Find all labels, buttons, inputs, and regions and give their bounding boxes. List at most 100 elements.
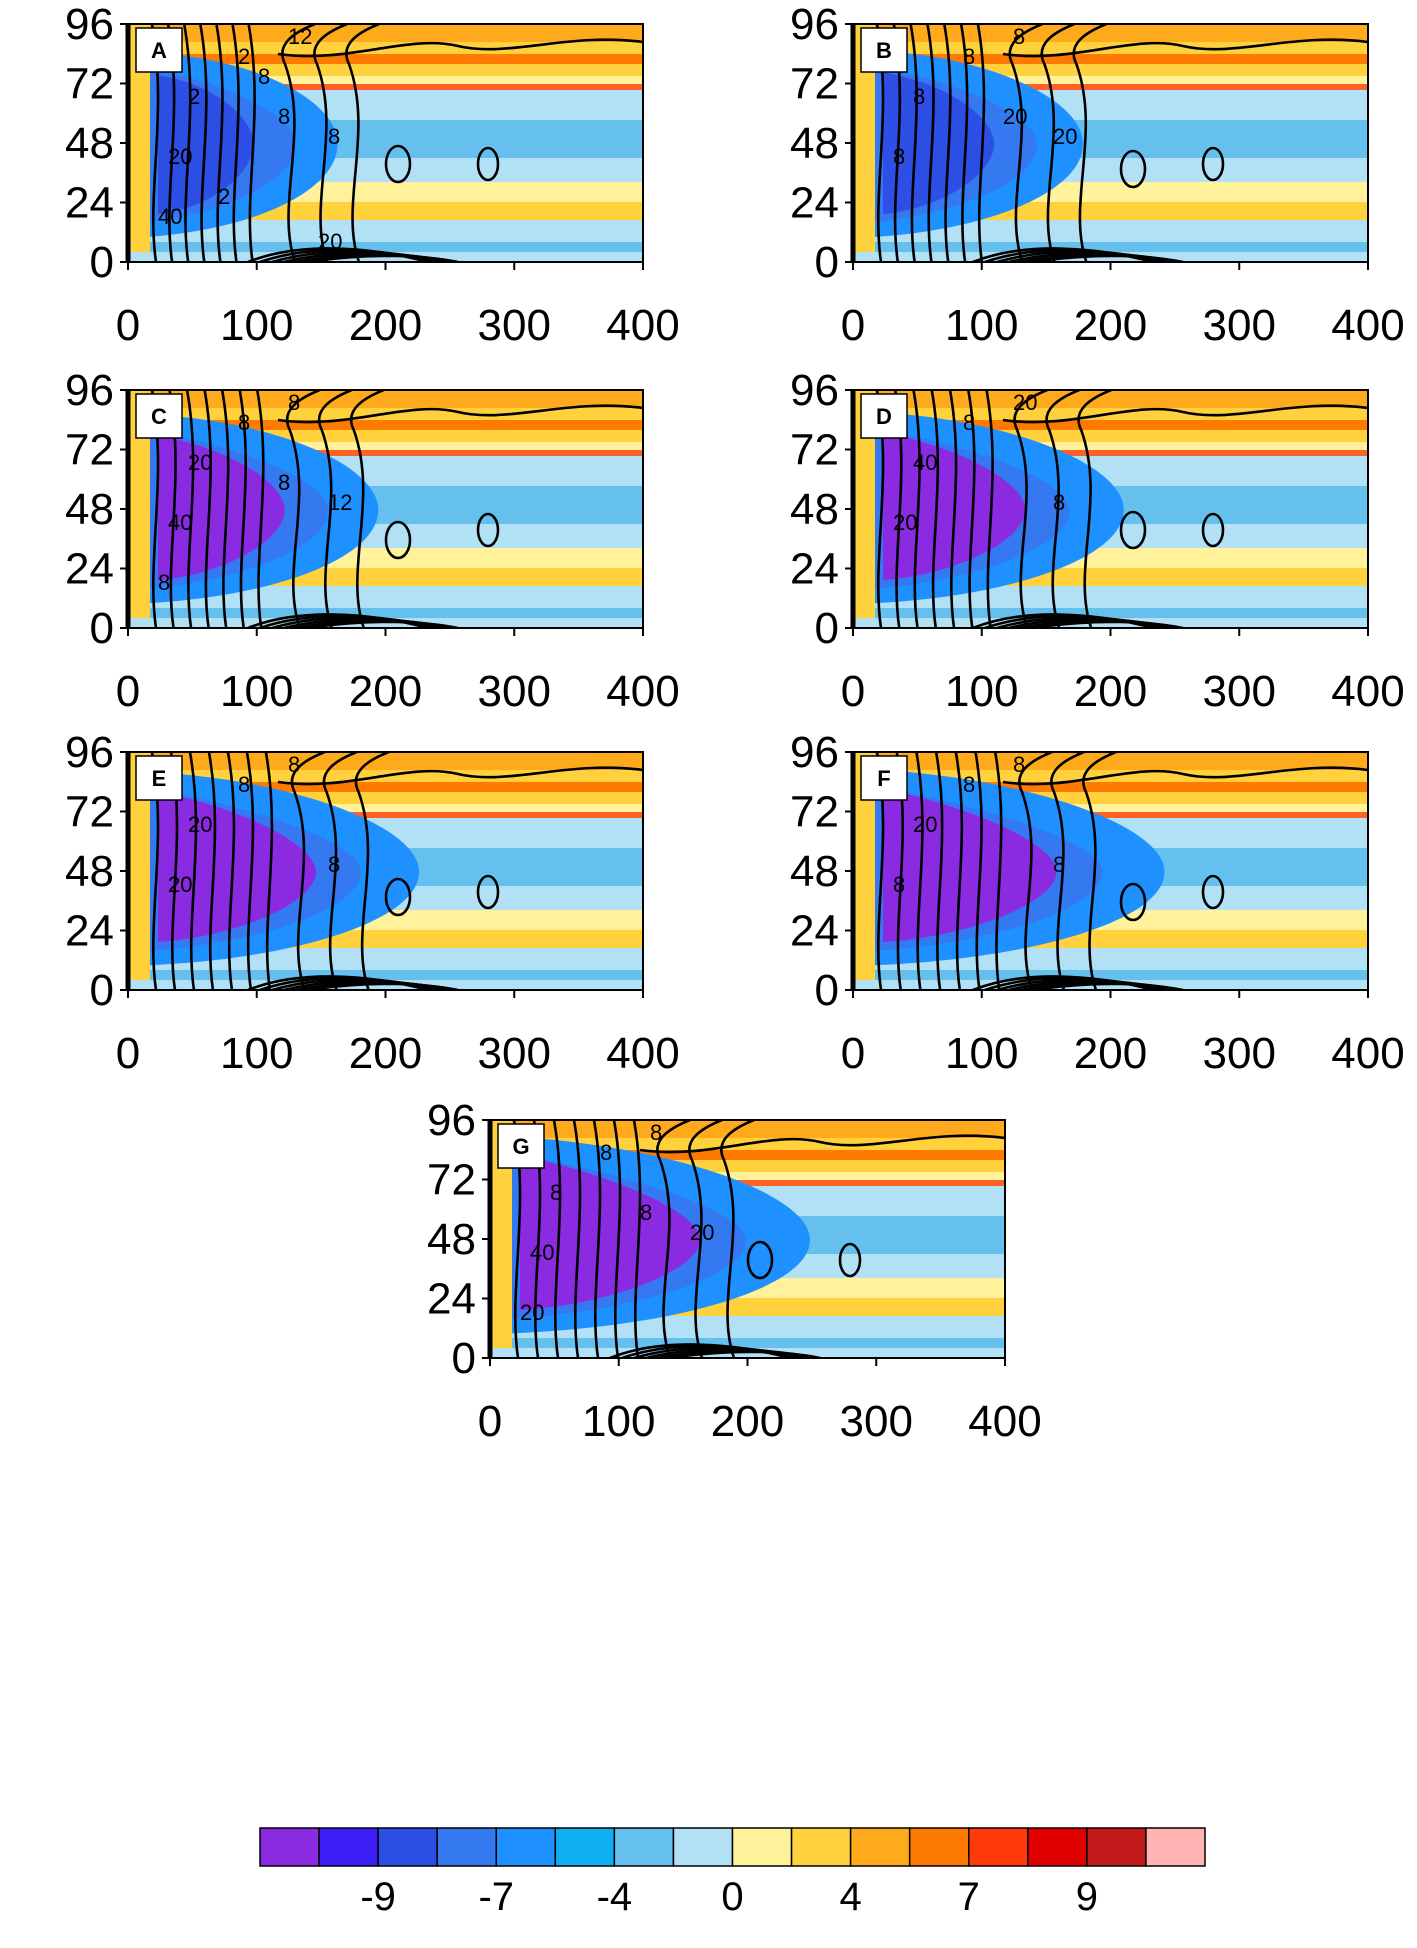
y-tick-label: 96	[790, 366, 839, 415]
x-tick-label: 300	[1203, 667, 1276, 716]
y-tick-label: 48	[790, 485, 839, 534]
contour-line	[255, 390, 265, 628]
x-tick-label: 400	[1331, 301, 1404, 350]
contour-loop	[746, 1240, 774, 1280]
panel-B: 8 8 8 20 8 20 B 0 24 48 72 96 0 100 200 300 400	[790, 0, 1405, 350]
y-tick-label: 96	[65, 728, 114, 777]
x-tick-label: 200	[1074, 667, 1147, 716]
contour-line	[281, 24, 316, 262]
colorbar-tick-label: 9	[1076, 1875, 1098, 1919]
x-tick-label: 100	[220, 1029, 293, 1078]
contour-label: 40	[158, 204, 182, 229]
contour-label: 8	[963, 410, 975, 435]
contour-line	[930, 390, 940, 628]
contour-label: 8	[1013, 752, 1025, 777]
y-tick-label: 0	[815, 604, 839, 653]
contour-line	[1082, 752, 1117, 990]
contour-label: 20	[893, 510, 917, 535]
contour-line	[199, 24, 208, 262]
contour-line	[188, 752, 198, 990]
contour-line	[220, 390, 230, 628]
contour-line	[1040, 24, 1075, 262]
x-tick-label: 0	[841, 1029, 865, 1078]
field-band	[128, 586, 643, 608]
colorbar-tick-label: 4	[840, 1875, 862, 1919]
contour-line	[959, 24, 969, 262]
x-tick-label: 300	[1203, 301, 1276, 350]
colorbar-swatch	[318, 1827, 379, 1867]
contour-line	[238, 390, 248, 628]
plot-area: 8 8 20 8 20	[128, 752, 643, 990]
contour-line	[1045, 390, 1080, 628]
colorbar-swatch	[554, 1827, 616, 1867]
contour-line	[552, 1120, 562, 1358]
x-tick-label: 0	[478, 1397, 502, 1446]
contour-loop	[476, 874, 500, 910]
contour-line	[345, 24, 380, 262]
contour-line	[349, 390, 385, 628]
x-tick-label: 200	[1074, 301, 1147, 350]
contour-label: 40	[913, 450, 937, 475]
field-streak	[278, 450, 643, 456]
panel-label-box	[135, 27, 183, 73]
y-tick-label: 72	[65, 60, 114, 109]
contour-loop	[476, 146, 500, 182]
contour-label: 8	[238, 410, 250, 435]
contour-line	[277, 766, 643, 786]
colorbar-swatch	[968, 1827, 1029, 1867]
plot-area: 8 8 8 20 8 20	[853, 24, 1368, 262]
field-cold-core	[883, 788, 1057, 942]
contour-line	[231, 24, 240, 262]
field-band	[853, 390, 1368, 408]
contour-line	[1002, 38, 1368, 58]
contour-line	[290, 752, 326, 990]
field-band	[853, 782, 1368, 792]
y-tick-label: 24	[790, 907, 839, 956]
colorbar-swatch	[495, 1827, 557, 1867]
y-tick-label: 24	[790, 179, 839, 228]
contour-loop	[1119, 510, 1147, 550]
contour-line	[1002, 766, 1368, 786]
contour-label: 20	[520, 1300, 544, 1325]
contour-label: 12	[328, 490, 352, 515]
contour-label: 8	[278, 470, 290, 495]
colorbar-swatch	[908, 1827, 970, 1867]
y-tick-label: 24	[65, 179, 114, 228]
contour-loop	[838, 1242, 862, 1278]
x-tick-label: 300	[840, 1397, 913, 1446]
colorbar-swatch	[790, 1827, 852, 1867]
x-tick-label: 300	[478, 1029, 551, 1078]
contour-line	[277, 404, 643, 424]
colorbar-swatch	[849, 1827, 911, 1867]
contour-line	[285, 390, 321, 628]
colorbar-tick-label: 7	[958, 1875, 980, 1919]
field-streak	[278, 84, 643, 90]
colorbar-tick-label: -4	[597, 1875, 633, 1919]
panel-label: G	[512, 1134, 529, 1159]
panel-label: C	[151, 404, 167, 429]
field-left-strip	[128, 390, 150, 628]
y-tick-label: 48	[427, 1215, 476, 1264]
y-tick-label: 48	[790, 847, 839, 896]
contour-label: 8	[328, 124, 340, 149]
colorbar-swatch	[731, 1827, 793, 1867]
panel-C: 8 8 20 12 40 8 8 C 0 24 48 72 96 0 100 200 300 400	[65, 366, 680, 716]
contour-line	[985, 390, 994, 628]
y-tick-label: 96	[790, 0, 839, 49]
panel-label-box	[135, 393, 183, 439]
plot-area: 8 8 8 20 40 8 20	[490, 1120, 1005, 1358]
contour-line	[632, 1120, 642, 1358]
field-streak	[1003, 84, 1368, 90]
contour-line	[1072, 24, 1107, 262]
x-tick-label: 400	[606, 301, 679, 350]
panel-label: E	[152, 766, 167, 791]
x-tick-label: 400	[606, 1029, 679, 1078]
panel-label-box	[860, 755, 908, 801]
field-left-strip	[128, 752, 150, 990]
panel-label-box	[497, 1123, 545, 1169]
colorbar-swatch	[259, 1827, 320, 1867]
contour-line	[669, 1350, 821, 1358]
